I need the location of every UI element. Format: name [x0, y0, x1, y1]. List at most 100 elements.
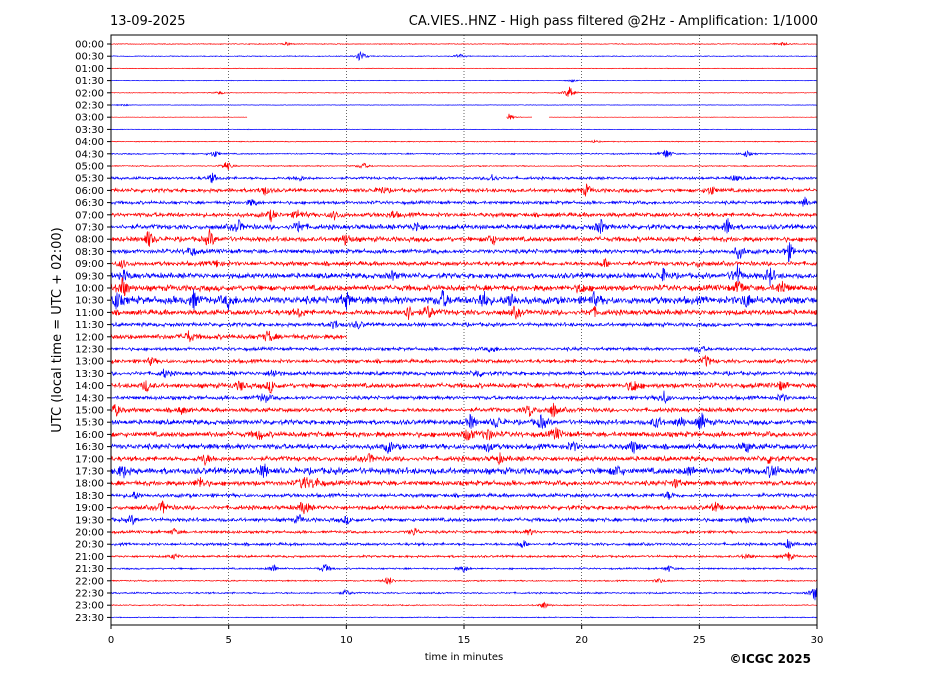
row-time-label: 15:00 — [75, 406, 104, 417]
x-axis-ticks: 0 5 10 15 20 25 30 — [108, 625, 824, 646]
trace-0030 — [110, 50, 818, 62]
row-time-label: 04:30 — [75, 149, 104, 160]
row-time-label: 11:00 — [75, 308, 104, 319]
x-tick-label: 5 — [225, 635, 231, 646]
chart-title: CA.VIES..HNZ - High pass filtered @2Hz -… — [409, 14, 818, 29]
trace-1400 — [110, 380, 818, 394]
row-time-label: 10:00 — [75, 284, 104, 295]
trace-0130 — [110, 78, 818, 83]
row-time-label: 10:30 — [75, 296, 104, 307]
row-time-label: 04:00 — [75, 137, 104, 148]
trace-2200 — [110, 577, 818, 585]
trace-1230 — [110, 345, 818, 354]
row-time-label: 12:00 — [75, 332, 104, 343]
row-time-label: 19:00 — [75, 503, 104, 514]
seismogram-traces — [110, 41, 818, 619]
trace-1830 — [110, 491, 818, 500]
copyright: ©ICGC 2025 — [729, 652, 811, 666]
row-time-label: 02:30 — [75, 101, 104, 112]
trace-1130 — [110, 320, 818, 330]
trace-1430 — [110, 390, 818, 405]
trace-1300 — [110, 354, 818, 367]
trace-0400 — [110, 139, 818, 144]
trace-2230 — [110, 588, 818, 601]
row-time-label: 03:00 — [75, 113, 104, 124]
trace-0430 — [110, 149, 817, 158]
row-time-label: 23:30 — [75, 613, 104, 624]
row-time-label: 16:30 — [75, 442, 104, 453]
row-time-label: 01:30 — [75, 76, 104, 87]
row-time-label: 21:00 — [75, 552, 104, 563]
row-time-label: 12:30 — [75, 345, 104, 356]
trace-1200 — [110, 330, 347, 343]
trace-1030 — [110, 289, 818, 311]
row-time-label: 02:00 — [75, 88, 104, 99]
row-time-label: 23:00 — [75, 601, 104, 612]
row-time-label: 06:30 — [75, 198, 104, 209]
row-time-label: 13:00 — [75, 357, 104, 368]
trace-0200 — [110, 86, 818, 97]
x-tick-label: 30 — [811, 635, 824, 646]
row-time-label: 08:30 — [75, 247, 104, 258]
trace-0830 — [110, 242, 818, 263]
trace-0330 — [110, 128, 818, 131]
x-tick-label: 25 — [693, 635, 706, 646]
vertical-gridlines — [228, 35, 700, 625]
x-tick-label: 20 — [575, 635, 588, 646]
trace-0530 — [110, 172, 818, 184]
row-time-label: 22:00 — [75, 576, 104, 587]
trace-0700 — [110, 209, 818, 223]
trace-0730 — [110, 218, 818, 234]
x-tick-label: 10 — [340, 635, 353, 646]
row-time-label: 00:00 — [75, 40, 104, 51]
trace-0100 — [111, 67, 818, 70]
trace-1730 — [110, 463, 818, 479]
row-time-label: 18:00 — [75, 479, 104, 490]
row-time-label: 07:30 — [75, 223, 104, 234]
trace-2030 — [110, 539, 818, 549]
trace-2000 — [110, 527, 818, 536]
row-time-label: 16:00 — [75, 430, 104, 441]
x-tick-label: 0 — [108, 635, 114, 646]
row-time-label: 15:30 — [75, 418, 104, 429]
row-time-label: 01:00 — [75, 64, 104, 75]
row-time-label: 20:30 — [75, 540, 104, 551]
row-time-label: 21:30 — [75, 564, 104, 575]
y-axis-label: UTC (local time = UTC + 02:00) — [50, 227, 65, 432]
row-time-label: 08:00 — [75, 235, 104, 246]
row-time-label: 00:30 — [75, 52, 104, 63]
trace-2300 — [110, 601, 818, 609]
trace-0800 — [110, 229, 818, 247]
trace-1600 — [110, 427, 818, 441]
row-time-label: 22:30 — [75, 589, 104, 600]
trace-1630 — [110, 440, 818, 454]
row-time-label: 17:30 — [75, 467, 104, 478]
trace-2100 — [110, 552, 818, 561]
trace-1100 — [110, 305, 818, 321]
chart-date: 13-09-2025 — [110, 14, 186, 29]
row-time-label: 09:00 — [75, 259, 104, 270]
row-time-label: 18:30 — [75, 491, 104, 502]
trace-1930 — [110, 513, 818, 526]
trace-1330 — [110, 368, 818, 379]
trace-0930 — [110, 264, 818, 286]
trace-1000 — [110, 276, 818, 297]
trace-0900 — [110, 257, 818, 270]
row-time-label: 11:30 — [75, 320, 104, 331]
trace-2130 — [110, 563, 818, 573]
trace-0000 — [110, 41, 818, 46]
trace-1800 — [110, 476, 818, 489]
trace-1530 — [110, 412, 818, 430]
trace-0500 — [110, 162, 818, 171]
row-time-label: 17:00 — [75, 454, 104, 465]
row-time-label: 20:00 — [75, 528, 104, 539]
trace-1500 — [110, 402, 818, 418]
row-time-label: 13:30 — [75, 369, 104, 380]
row-time-label: 06:00 — [75, 186, 104, 197]
trace-2330 — [110, 616, 818, 619]
trace-0630 — [110, 196, 818, 207]
trace-0300 — [110, 113, 818, 120]
row-time-label: 05:00 — [75, 162, 104, 173]
row-time-label: 09:30 — [75, 271, 104, 282]
